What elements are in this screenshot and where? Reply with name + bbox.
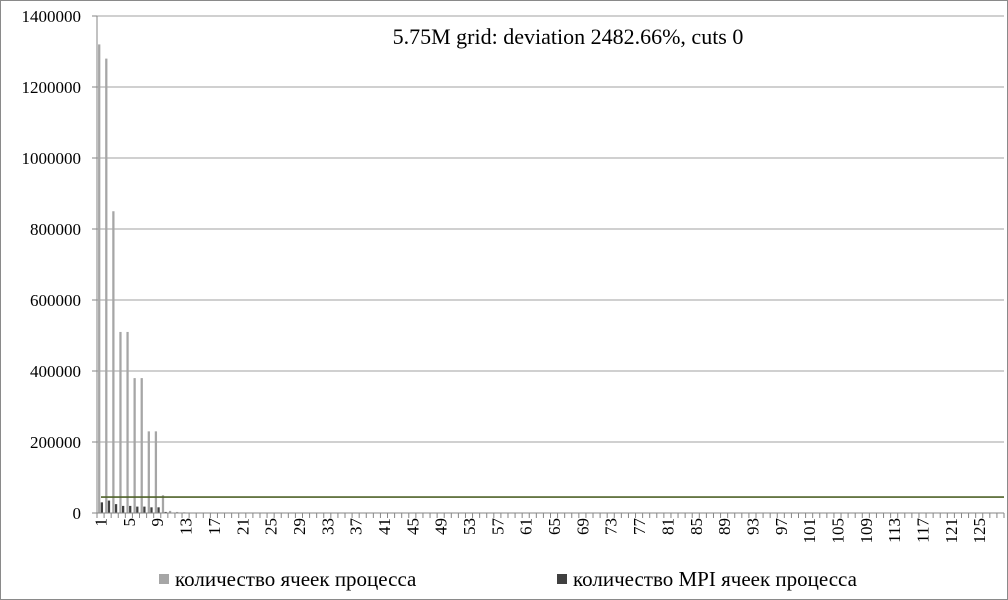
bar-mpi-cells	[150, 507, 153, 513]
bar-process-cells	[98, 44, 101, 514]
y-tick-label: 1000000	[22, 149, 82, 168]
x-tick-label: 25	[262, 518, 281, 535]
x-tick-label: 57	[488, 518, 507, 536]
x-tick-label: 41	[375, 518, 394, 535]
x-tick-label: 5	[120, 518, 139, 527]
axes	[92, 15, 1005, 518]
bar-mpi-cells	[136, 506, 139, 513]
bar-process-cells	[161, 495, 165, 513]
x-tick-label: 65	[545, 518, 564, 535]
bar-process-cells	[119, 331, 122, 513]
y-tick-label: 0	[73, 504, 82, 523]
x-tick-label: 101	[800, 518, 819, 544]
bar-process-cells	[126, 331, 129, 513]
x-tick-label: 49	[432, 518, 451, 535]
bar-mpi-cells	[100, 502, 104, 513]
x-tick-label: 109	[857, 518, 876, 544]
bar-mpi-cells	[114, 504, 118, 513]
bar-mpi-cells	[143, 506, 146, 513]
chart-title: 5.75M grid: deviation 2482.66%, cuts 0	[393, 24, 744, 49]
x-tick-label: 113	[885, 518, 904, 543]
x-tick-label: 53	[460, 518, 479, 535]
legend-label-process-cells: количество ячеек процесса	[175, 566, 417, 591]
bar-process-cells	[147, 431, 150, 513]
y-tick-label: 1400000	[22, 7, 82, 26]
x-tick-label: 45	[403, 518, 422, 535]
bar-process-cells	[168, 510, 172, 513]
x-tick-label: 37	[347, 518, 366, 536]
x-tick-label: 33	[318, 518, 337, 535]
bars	[98, 44, 189, 514]
bar-process-cells	[133, 378, 136, 513]
y-tick-label: 800000	[30, 220, 81, 239]
legend-item-process-cells: количество ячеек процесса	[159, 567, 416, 591]
bar-mpi-cells	[129, 505, 132, 513]
bar-mpi-cells	[157, 507, 160, 513]
x-tick-label: 17	[205, 518, 224, 536]
y-tick-label: 200000	[30, 433, 81, 452]
x-tick-label: 73	[602, 518, 621, 535]
x-tick-label: 61	[517, 518, 536, 535]
x-tick-label: 69	[573, 518, 592, 535]
legend-swatch-dark-gray	[557, 574, 567, 584]
x-tick-label: 85	[687, 518, 706, 535]
x-tick-label: 1	[92, 518, 111, 527]
bar-mpi-cells	[122, 505, 125, 513]
x-tick-label: 89	[715, 518, 734, 535]
bar-process-cells	[154, 431, 158, 513]
x-tick-label: 117	[914, 518, 933, 543]
x-tick-label: 97	[772, 518, 791, 536]
bar-mpi-cells	[107, 500, 111, 513]
bar-mpi-cells	[164, 511, 167, 513]
bar-process-cells	[176, 511, 179, 513]
y-tick-label: 400000	[30, 362, 81, 381]
x-tick-label: 93	[743, 518, 762, 535]
x-tick-label: 121	[942, 518, 961, 544]
x-axis-tick-labels: 1 5 9 13 17 21 25 29 33 37 41 45 49 53 57 61 65 69 73 77 81 8…	[92, 518, 990, 544]
y-tick-label: 1200000	[22, 78, 82, 97]
bar-process-cells	[140, 378, 143, 513]
bar-process-cells	[105, 58, 108, 513]
x-tick-label: 77	[630, 518, 649, 536]
y-axis-tick-labels: 0 200000 400000 600000 800000 1000000 1200000 1…	[22, 7, 82, 523]
y-tick-label: 600000	[30, 291, 81, 310]
x-tick-label: 125	[970, 518, 989, 544]
x-tick-label: 81	[658, 518, 677, 535]
x-tick-label: 29	[290, 518, 309, 535]
legend-item-mpi-cells: количество MPI ячеек процесса	[557, 567, 857, 591]
x-tick-label: 13	[177, 518, 196, 535]
legend-swatch-light-gray	[159, 574, 169, 584]
x-tick-label: 9	[148, 518, 167, 527]
bar-process-cells	[112, 211, 115, 513]
x-tick-label: 105	[828, 518, 847, 544]
legend-label-mpi-cells: количество MPI ячеек процесса	[573, 566, 857, 591]
x-tick-label: 21	[233, 518, 252, 535]
gridlines	[97, 15, 1004, 443]
